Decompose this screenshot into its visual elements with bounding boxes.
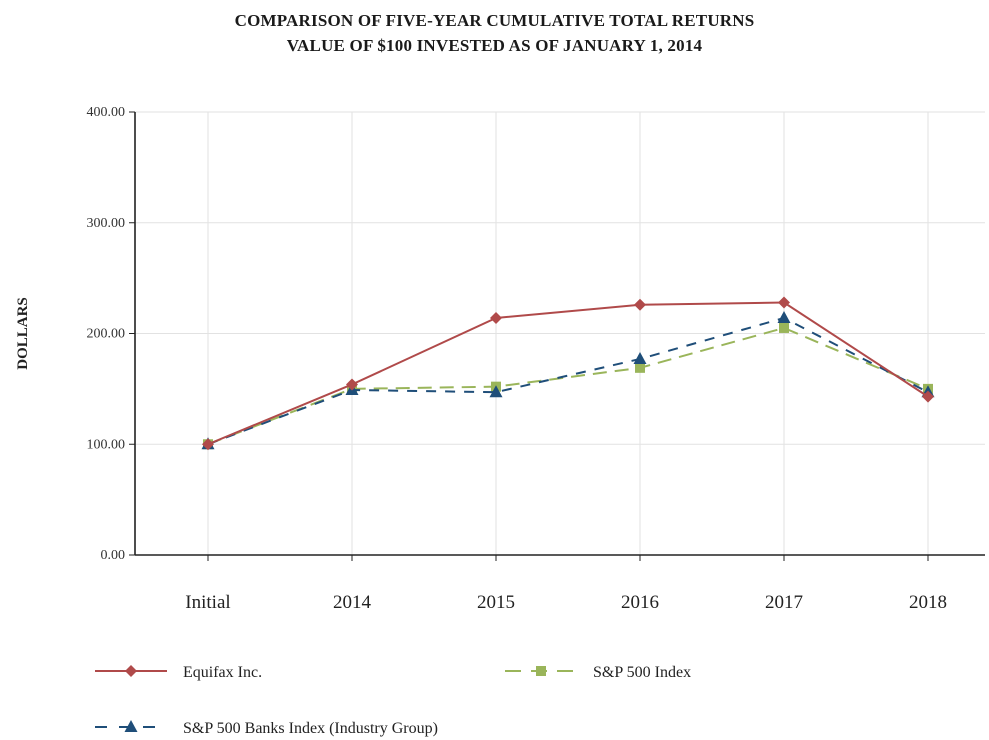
x-tick-label: 2014: [333, 592, 372, 613]
y-axis-label: DOLLARS: [15, 297, 31, 370]
legend-label: S&P 500 Banks Index (Industry Group): [183, 720, 438, 737]
legend: Equifax Inc. S&P 500 Index S&P 500 Banks I…: [95, 664, 691, 737]
legend-item: S&P 500 Index: [505, 664, 691, 681]
data-point: [922, 390, 934, 403]
data-point: [633, 351, 647, 364]
legend-label: Equifax Inc.: [183, 664, 262, 681]
legend-item: S&P 500 Banks Index (Industry Group): [95, 720, 438, 737]
legend-marker: [536, 666, 546, 676]
x-tick-label: Initial: [185, 592, 230, 613]
x-tick-label: 2016: [621, 592, 659, 613]
series-equifax-inc: [202, 296, 934, 451]
y-tick-label: 0.00: [101, 548, 126, 563]
series-s-p-500-banks-index-industry-group: [201, 310, 935, 450]
x-tick-label: 2015: [477, 592, 515, 613]
x-tick-label: 2017: [765, 592, 803, 613]
series-line: [207, 316, 929, 446]
x-tick-label: 2018: [909, 592, 947, 613]
chart-title-line-1: COMPARISON OF FIVE-YEAR CUMULATIVE TOTAL…: [234, 11, 755, 30]
grid: [135, 111, 985, 555]
y-tick-label: 100.00: [87, 437, 126, 452]
series-line: [207, 326, 929, 446]
series-line: [207, 301, 929, 446]
legend-item: Equifax Inc.: [95, 664, 262, 681]
data-point: [489, 385, 503, 398]
legend-marker: [124, 720, 138, 732]
legend-marker: [125, 665, 137, 677]
axes: [129, 111, 985, 561]
data-point: [778, 296, 790, 309]
data-point: [346, 378, 358, 391]
data-point: [777, 310, 791, 323]
data-point: [635, 362, 645, 373]
x-tick-labels: Initial 2014 2015 2016 2017 2018: [185, 592, 947, 613]
y-tick-label: 200.00: [87, 327, 126, 342]
data-point: [202, 438, 214, 451]
data-point: [490, 311, 502, 324]
series-layer: [201, 296, 935, 451]
data-point: [779, 322, 789, 333]
y-tick-label: 300.00: [87, 216, 126, 231]
series-s-p-500-index: [203, 322, 933, 450]
y-tick-label: 400.00: [87, 105, 126, 120]
chart-title-line-2: VALUE OF $100 INVESTED AS OF JANUARY 1, …: [286, 36, 703, 55]
data-point: [634, 298, 646, 311]
y-tick-labels: 0.00 100.00 200.00 300.00 400.00: [87, 105, 126, 563]
legend-label: S&P 500 Index: [593, 664, 691, 681]
